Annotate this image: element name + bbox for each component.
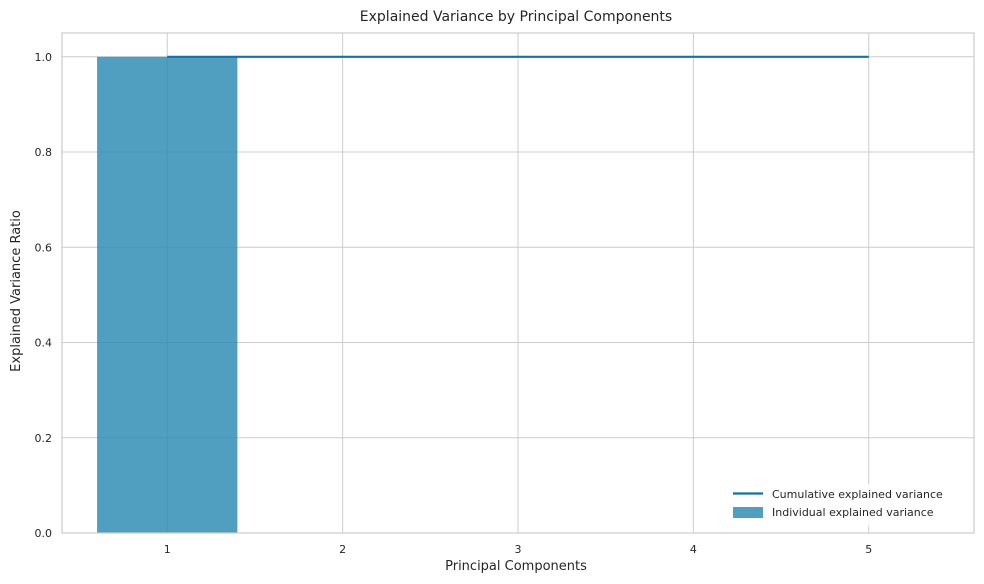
x-tick-label: 2 bbox=[339, 543, 346, 556]
x-tick-label: 5 bbox=[865, 543, 872, 556]
x-tick-label: 1 bbox=[164, 543, 171, 556]
y-tick-label: 0.8 bbox=[35, 146, 53, 159]
y-axis-label: Explained Variance Ratio bbox=[9, 210, 24, 372]
axes-frame bbox=[61, 32, 975, 534]
legend: Cumulative explained variance Individual… bbox=[723, 484, 969, 526]
y-tick-label: 0.4 bbox=[35, 337, 53, 350]
x-tick-label: 4 bbox=[690, 543, 697, 556]
y-tick-label: 0.0 bbox=[35, 527, 53, 540]
x-axis-label: Principal Components bbox=[445, 559, 587, 574]
legend-background bbox=[723, 484, 969, 526]
legend-bar-swatch bbox=[733, 507, 763, 518]
plot-area: 0.0 0.2 0.4 0.6 0.8 1.0 1 2 3 4 5 bbox=[35, 32, 975, 556]
x-tick-label: 3 bbox=[515, 543, 522, 556]
y-tick-label: 0.2 bbox=[35, 432, 53, 445]
y-tick-label: 0.6 bbox=[35, 241, 53, 254]
legend-label-individual: Individual explained variance bbox=[772, 506, 934, 519]
y-tick-label: 1.0 bbox=[35, 51, 53, 64]
legend-label-cumulative: Cumulative explained variance bbox=[772, 488, 943, 501]
chart-title: Explained Variance by Principal Componen… bbox=[360, 9, 672, 25]
bar-pc-1 bbox=[97, 56, 238, 534]
